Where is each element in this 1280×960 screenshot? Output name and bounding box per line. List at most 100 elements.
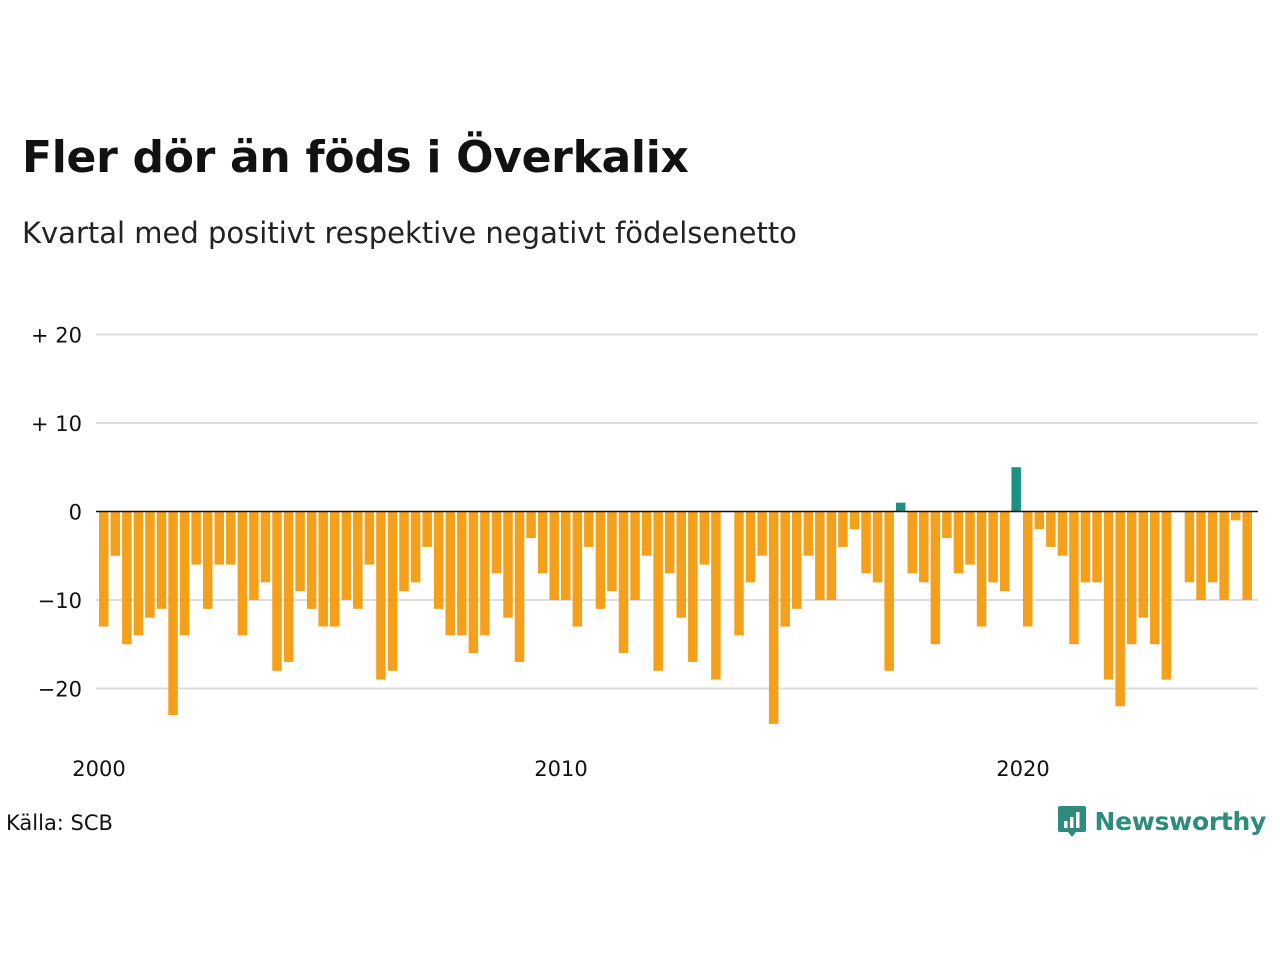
bar [826,511,837,600]
bar [353,511,363,609]
bar [1092,511,1102,583]
bar [272,511,282,671]
bar [595,511,606,609]
bar [514,511,525,662]
bar [953,511,964,574]
bar [1034,511,1045,530]
bars [99,467,1252,724]
y-axis-ticks: + 20 + 10 0 −10 −20 [31,324,82,702]
x-axis-ticks: 2000 2010 2020 [72,757,1049,781]
bar [260,511,271,583]
bar [457,511,467,636]
brand-name: Newsworthy [1094,806,1267,836]
bar [688,511,698,662]
bar [537,511,548,574]
bar [1150,511,1160,645]
bar [919,511,929,583]
bar [884,511,894,671]
y-tick-label: −10 [38,589,82,613]
bar [641,511,652,556]
bar [1011,467,1021,512]
bar [1046,511,1056,547]
chart-title: Fler dör än föds i Överkalix [22,132,689,183]
bar [549,511,559,600]
bar [503,511,513,618]
bar [803,511,814,556]
bar [1161,511,1172,680]
bar [1138,511,1148,618]
bar [283,511,294,662]
bar [676,511,686,618]
bar [1115,511,1125,707]
bar [318,511,328,627]
bar [561,511,571,600]
x-tick-label: 2000 [72,757,125,781]
bar [202,511,213,609]
bar [1230,511,1241,521]
bar [1219,511,1229,600]
bar [341,511,352,600]
bar [1057,511,1068,556]
bar [237,511,248,636]
bar [792,511,802,609]
bar [99,511,109,627]
bar [1103,511,1114,680]
bar [179,511,190,636]
bar [445,511,455,636]
bar [572,511,583,627]
bar [110,511,121,556]
bar [1023,511,1033,627]
bar [965,511,975,565]
bar [1196,511,1206,600]
y-tick-label: 0 [69,501,82,525]
bar [757,511,767,556]
bar [145,511,155,618]
bar [1184,511,1195,583]
bar [618,511,629,654]
bar [653,511,663,671]
bar [942,511,952,539]
bar [699,511,710,565]
y-tick-label: + 10 [31,412,82,436]
bar [156,511,167,609]
bar [191,511,201,565]
x-tick-label: 2010 [534,757,587,781]
bar [999,511,1010,592]
y-tick-label: + 20 [31,324,82,348]
source-note: Källa: SCB [6,811,113,835]
bar [526,511,536,539]
bar [815,511,825,600]
bar [491,511,502,574]
bar [399,511,409,592]
bar [376,511,386,680]
bar [410,511,421,583]
bar [1207,511,1218,583]
bar [306,511,317,609]
bar [422,511,432,547]
bar [872,511,883,583]
bar [976,511,987,627]
bar [387,511,398,671]
bar-chart: + 20 + 10 0 −10 −20 2000 2010 2020 [31,324,1258,781]
bar [122,511,132,645]
bar [249,511,259,600]
y-tick-label: −20 [38,678,82,702]
bar [480,511,490,636]
bar [734,511,744,636]
newsworthy-chat-chart-icon [1057,806,1086,837]
bar [861,511,871,574]
bar [607,511,617,592]
bar [1126,511,1137,645]
bar [468,511,479,654]
bar [1069,511,1079,645]
bar [745,511,756,583]
bar [711,511,721,680]
bar [295,511,305,592]
bar [930,511,941,645]
x-tick-label: 2020 [996,757,1049,781]
bar [584,511,594,547]
bar [907,511,917,574]
bar [664,511,675,574]
bar [780,511,790,627]
bar [630,511,640,600]
